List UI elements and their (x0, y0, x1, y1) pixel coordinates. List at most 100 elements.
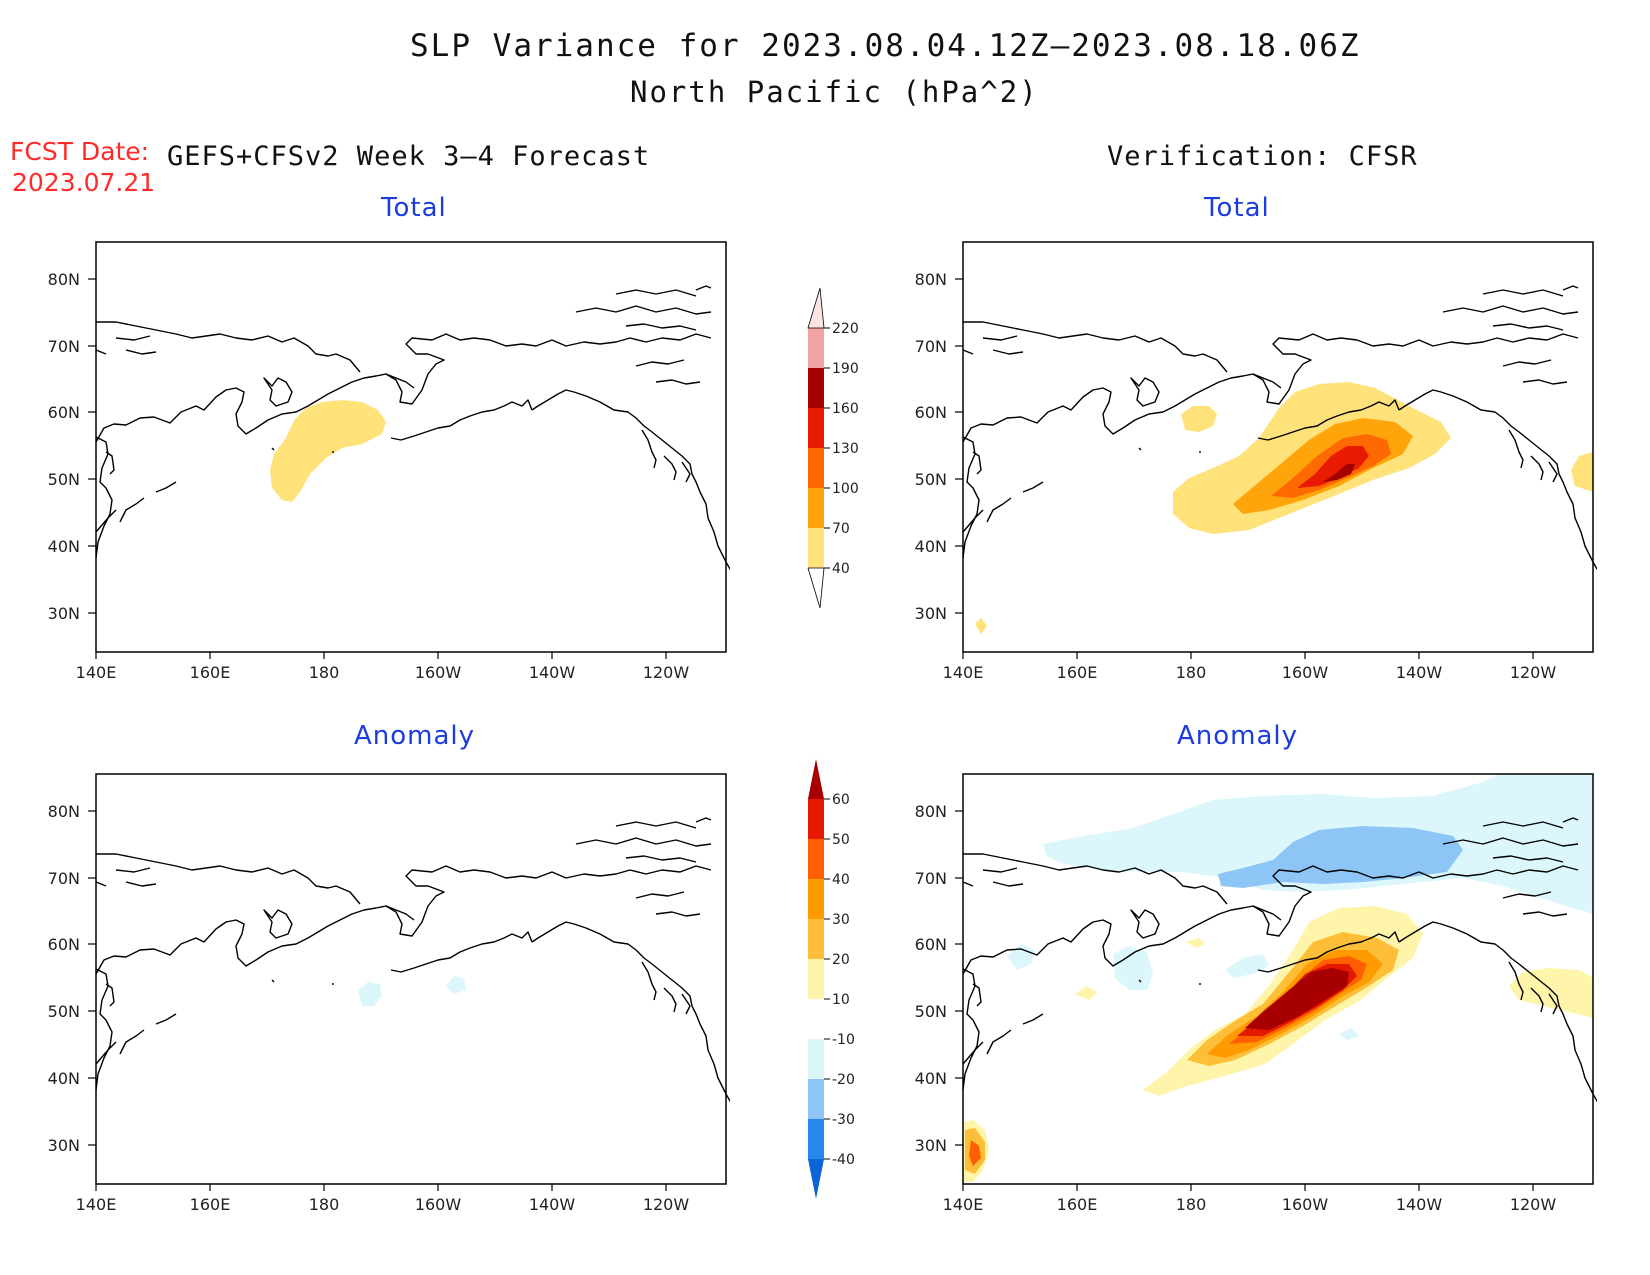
colorbar-anomaly-label: -10 (832, 1032, 855, 1048)
colorbar-anomaly-swatch (808, 839, 824, 879)
lon-tick-label: 180 (309, 1195, 340, 1214)
lon-tick-label: 180 (309, 663, 340, 682)
colorbar-anomaly-label: 40 (832, 872, 850, 888)
variance-contour-yellow-small (1181, 406, 1217, 432)
colorbar-anomaly-swatch (808, 959, 824, 999)
coastline (95, 285, 730, 633)
lon-tick-label: 140W (1396, 1195, 1443, 1214)
map-panel-verification-total: 80N 70N 60N 50N 40N 30N 140E 160E 180 160W 140W 12… (915, 241, 1597, 682)
colorbar-total-swatch (808, 368, 824, 408)
figure-subtitle: North Pacific (hPa^2) (630, 75, 1039, 109)
lon-tick-label: 140E (76, 1195, 117, 1214)
lat-tick-label: 60N (48, 403, 80, 422)
figure-title: SLP Variance for 2023.08.04.12Z–2023.08.… (410, 28, 1361, 64)
colorbar-total-top-arrow (807, 287, 825, 329)
colorbar-anomaly-bottom-arrow (808, 1159, 824, 1199)
lon-tick-label: 140E (76, 663, 117, 682)
anomaly-contour-pale-yellow-west (1075, 986, 1097, 1000)
variance-contour-yellow-edge (1571, 452, 1593, 492)
colorbar-anomaly-swatch (808, 1039, 824, 1079)
anomaly-contour-light-cyan-small (1339, 1028, 1359, 1040)
map-frame (962, 773, 1594, 1185)
colorbar-total-swatch (808, 528, 824, 568)
lat-tick-label: 50N (915, 470, 947, 489)
panel-title-verification-anomaly: Anomaly (1177, 721, 1299, 751)
lon-tick-labels: 140E 160E 180 160W 140W 120W (76, 1184, 689, 1214)
variance-contour-dark-red (1323, 464, 1355, 482)
lat-tick-label: 40N (48, 1069, 80, 1088)
map-panel-forecast-anomaly: 80N 70N 60N 50N 40N 30N 140E 160E 180 160W 140W 12… (48, 773, 730, 1214)
lat-tick-label: 80N (48, 270, 80, 289)
lat-tick-label: 40N (915, 537, 947, 556)
map-frame (95, 241, 727, 653)
lat-tick-label: 40N (48, 537, 80, 556)
lat-tick-label: 60N (915, 935, 947, 954)
anomaly-contour-light-cyan (446, 976, 466, 994)
lat-tick-label: 80N (915, 270, 947, 289)
colorbar-total-swatch (808, 328, 824, 368)
colorbar-anomaly-label: 10 (832, 992, 850, 1008)
lat-tick-label: 70N (915, 869, 947, 888)
lon-tick-label: 140W (529, 663, 576, 682)
colorbar-total-label: 40 (832, 561, 850, 577)
lat-tick-label: 60N (915, 403, 947, 422)
lat-tick-label: 80N (48, 802, 80, 821)
map-frame (962, 241, 1594, 653)
colorbar-anomaly-label: -20 (832, 1072, 855, 1088)
colorbar-total-bottom-arrow (808, 567, 825, 609)
lon-tick-labels: 140E 160E 180 160W 140W 120W (76, 652, 690, 682)
colorbar-total-label: 100 (832, 481, 859, 497)
anomaly-contour-pale-yellow-east (1509, 968, 1593, 1018)
lat-tick-label: 70N (915, 337, 947, 356)
lat-tick-label: 70N (48, 869, 80, 888)
colorbar-total-label: 130 (832, 441, 859, 457)
lat-tick-label: 30N (48, 1136, 80, 1155)
colorbar-anomaly-label: -40 (832, 1152, 855, 1168)
forecast-heading: GEFS+CFSv2 Week 3–4 Forecast (167, 141, 651, 172)
fcst-date-label: FCST Date: (10, 137, 150, 166)
lon-tick-labels: 140E 160E 180 160W 140W 120W (943, 1184, 1556, 1214)
map-panel-forecast-total: 80N 70N 60N 50N 40N 30N 140E 160E 180 160W 140W 12… (48, 241, 730, 682)
lon-tick-label: 140E (943, 1195, 984, 1214)
lon-tick-label: 140W (1396, 663, 1443, 682)
lat-tick-label: 50N (915, 1002, 947, 1021)
lat-tick-label: 30N (915, 1136, 947, 1155)
colorbar-anomaly-swatch (808, 879, 824, 919)
colorbar-total-swatch (808, 408, 824, 448)
lat-tick-label: 50N (48, 1002, 80, 1021)
lat-tick-labels: 80N 70N 60N 50N 40N 30N (48, 270, 96, 623)
lat-tick-label: 60N (48, 935, 80, 954)
lon-tick-label: 160W (1282, 1195, 1329, 1214)
lon-tick-label: 160E (1057, 663, 1098, 682)
coastline (95, 817, 730, 1165)
lat-tick-label: 30N (915, 604, 947, 623)
lon-tick-label: 160W (1282, 663, 1329, 682)
colorbar-total-bottom-edge (807, 567, 821, 609)
colorbar-total-swatch (808, 448, 824, 488)
lon-tick-label: 160E (190, 663, 231, 682)
anomaly-contour-light-cyan-mid2 (1225, 954, 1269, 978)
fcst-date-value: 2023.07.21 (12, 168, 156, 197)
colorbar-total-label: 70 (832, 521, 850, 537)
lat-tick-labels: 80N 70N 60N 50N 40N 30N (48, 802, 96, 1155)
lon-tick-label: 140W (529, 1195, 576, 1214)
lon-tick-label: 120W (643, 663, 690, 682)
lon-tick-label: 160E (1057, 1195, 1098, 1214)
panel-title-verification-total: Total (1204, 193, 1270, 223)
colorbar-anomaly-label: -30 (832, 1112, 855, 1128)
colorbar-anomaly-label: 20 (832, 952, 850, 968)
lat-tick-label: 70N (48, 337, 80, 356)
lon-tick-label: 180 (1176, 1195, 1207, 1214)
lat-tick-label: 30N (48, 604, 80, 623)
anomaly-contour-light-cyan (358, 982, 382, 1006)
colorbar-anomaly-swatch (808, 1119, 824, 1159)
lon-tick-label: 160W (415, 1195, 462, 1214)
lon-tick-labels: 140E 160E 180 160W 140W 120W (943, 652, 1556, 682)
colorbar-anomaly-label: 60 (832, 792, 850, 808)
colorbar-total-swatch (808, 488, 824, 528)
variance-contour-yellow (270, 400, 386, 502)
colorbar-anomaly: -40 -30 -20 -10 10 20 30 40 50 60 (808, 759, 855, 1199)
panel-title-forecast-anomaly: Anomaly (354, 721, 476, 751)
colorbar-anomaly-top-arrow (808, 759, 824, 799)
lat-tick-label: 50N (48, 470, 80, 489)
